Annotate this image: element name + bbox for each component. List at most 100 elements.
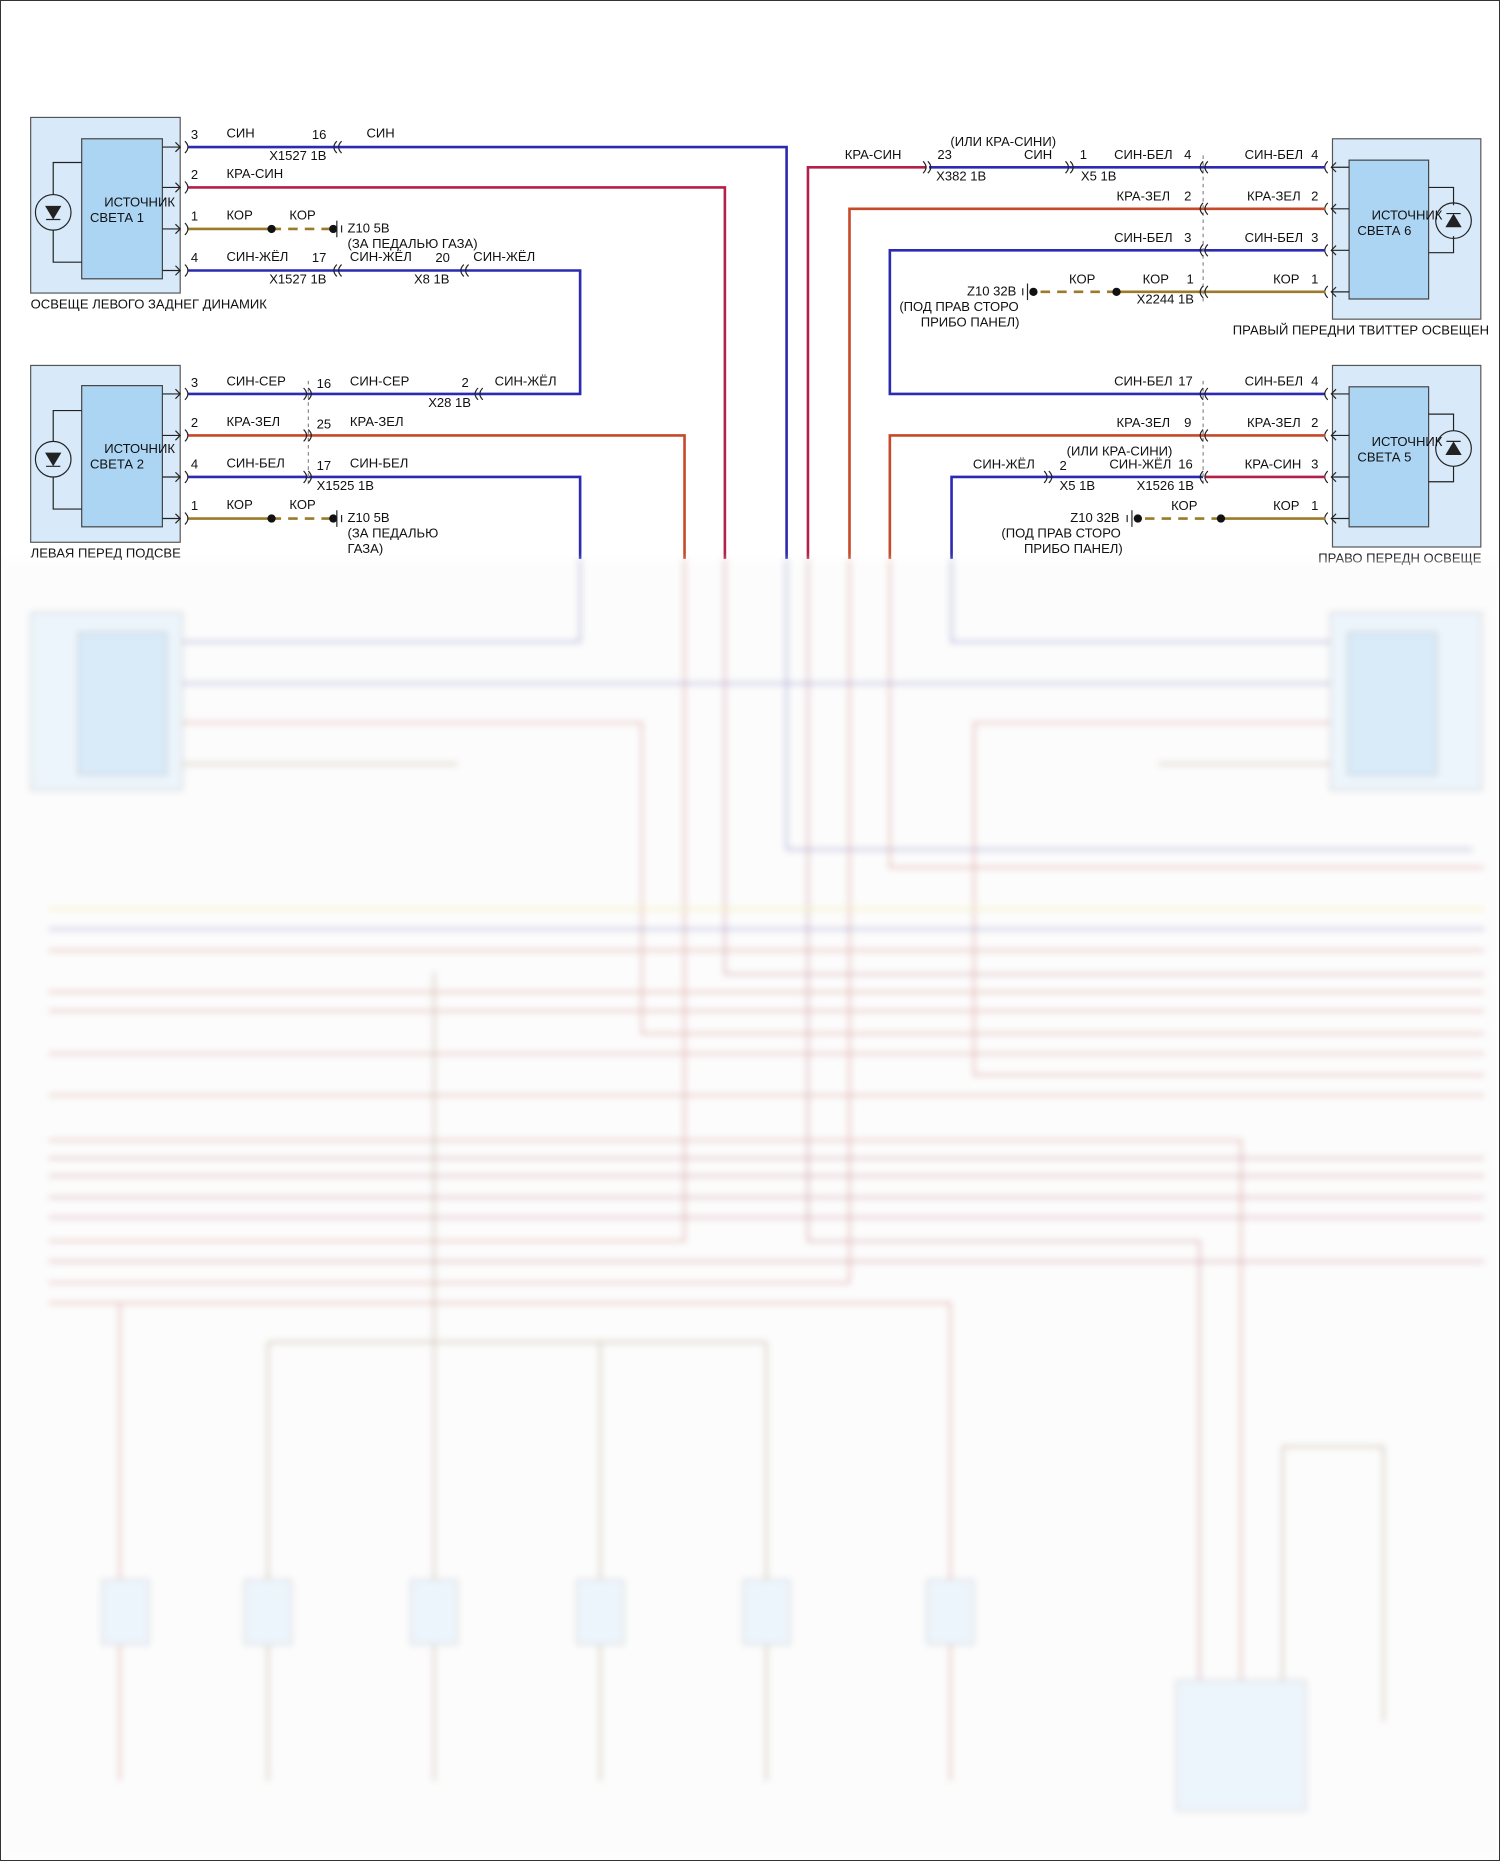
wire-label: СИН-СЕР bbox=[226, 374, 286, 389]
ground-icon bbox=[1022, 283, 1029, 301]
wire-label: СВЕТА 6 bbox=[1357, 223, 1411, 238]
wire-label: КОР bbox=[1069, 272, 1096, 287]
wire-label: 23 bbox=[937, 147, 952, 162]
wire-label: СИН-БЕЛ bbox=[1114, 374, 1172, 389]
wire-label: 1 bbox=[1080, 147, 1087, 162]
wire-label: СИН bbox=[1024, 147, 1052, 162]
wire-label: ИСТОЧНИК bbox=[1372, 434, 1443, 449]
component-name: СВЕТА 1 bbox=[90, 210, 144, 225]
wire-label: КРА-СИН bbox=[845, 147, 902, 162]
wire-label: (ИЛИ КРА-СИНИ) bbox=[1067, 444, 1173, 459]
wire-label: СИН-БЕЛ bbox=[1114, 230, 1172, 245]
led-icon bbox=[34, 440, 72, 478]
wire-label: КОР bbox=[289, 497, 316, 512]
wire-label: 2 bbox=[461, 375, 468, 390]
wire-label: 4 bbox=[191, 250, 198, 265]
wire-label: СИН-БЕЛ bbox=[226, 455, 284, 470]
wire-label: X1527 1B bbox=[269, 148, 327, 163]
wire-label: X1526 1B bbox=[1137, 478, 1195, 493]
wire-label: СИН bbox=[367, 126, 395, 141]
wire-kra-zel bbox=[848, 207, 1326, 559]
wire-label: X382 1B bbox=[936, 168, 986, 183]
wire-label: 3 bbox=[191, 375, 198, 390]
wire-label: КОР bbox=[1273, 272, 1300, 287]
wire-label: 4 bbox=[1311, 374, 1318, 389]
wire-label: Z10 5B bbox=[348, 221, 390, 236]
wire-label: 3 bbox=[1184, 230, 1191, 245]
wire-label: Z10 5B bbox=[348, 510, 390, 525]
module-block bbox=[81, 385, 163, 528]
wire-label: 3 bbox=[191, 127, 198, 142]
wire-label: КРА-СИН bbox=[226, 166, 283, 181]
wire-label: КРА-ЗЕЛ bbox=[226, 414, 280, 429]
wire-label: ПРИБО ПАНЕЛ) bbox=[921, 314, 1020, 329]
wire-label: 2 bbox=[1184, 188, 1191, 203]
wire-label: ПРИБО ПАНЕЛ) bbox=[1024, 541, 1123, 556]
wire-label: 1 bbox=[1311, 272, 1318, 287]
wire-sin bbox=[188, 145, 788, 559]
wire-label: 2 bbox=[191, 167, 198, 182]
wire-sin-bel-3 bbox=[888, 249, 1326, 396]
wire-label: КРА-СИН bbox=[1245, 457, 1302, 472]
wire-label: X5 1B bbox=[1081, 168, 1117, 183]
wire-label: 25 bbox=[317, 416, 332, 431]
wire-label: ИСТОЧНИК bbox=[1372, 207, 1443, 222]
wire-label: 4 bbox=[1311, 147, 1318, 162]
wire-label: ГАЗА) bbox=[348, 541, 384, 556]
wire-label: КРА-ЗЕЛ bbox=[1117, 415, 1171, 430]
wire-label: (ИЛИ КРА-СИНИ) bbox=[950, 134, 1056, 149]
wire-label: СВЕТА 2 bbox=[90, 457, 144, 472]
wire-label: (ПОД ПРАВ СТОРО bbox=[899, 299, 1018, 314]
wire-label: СИН-ЖЁЛ bbox=[473, 249, 535, 264]
wire-label: 16 bbox=[312, 127, 327, 142]
wire-label: 9 bbox=[1184, 415, 1191, 430]
wire-label: 20 bbox=[435, 250, 450, 265]
component-caption: ПРАВЫЙ ПЕРЕДНИ ТВИТТЕР ОСВЕЩЕН bbox=[1233, 323, 1489, 338]
light-source-1: ИСТОЧНИК СВЕТА 1 ОСВЕЩЕ ЛЕВОГО ЗАДНЕГ ДИ… bbox=[30, 116, 788, 559]
wire-label: 17 bbox=[312, 250, 327, 265]
wire-label: КОР bbox=[1273, 498, 1300, 513]
wire-label: КОР bbox=[226, 497, 253, 512]
wire-label: X5 1B bbox=[1060, 478, 1096, 493]
wire-kra-zel bbox=[888, 434, 1326, 559]
wire-label: 3 bbox=[1311, 457, 1318, 472]
wire-label: СИН-ЖЁЛ bbox=[350, 249, 412, 264]
wire-label: КРА-ЗЕЛ bbox=[1117, 188, 1171, 203]
wire-label: X28 1B bbox=[428, 395, 471, 410]
wire-label: (ПОД ПРАВ СТОРО bbox=[1001, 526, 1120, 541]
component-name: ИСТОЧНИК bbox=[104, 194, 175, 209]
wire-label: СИН-ЖЁЛ bbox=[226, 249, 288, 264]
wire-label: 1 bbox=[191, 209, 198, 224]
wire-label: 1 bbox=[1311, 498, 1318, 513]
wire-label: 2 bbox=[1060, 458, 1067, 473]
module-block bbox=[1348, 386, 1430, 528]
wire-label: ИСТОЧНИК bbox=[104, 441, 175, 456]
wire-kra-zel bbox=[188, 434, 686, 559]
wire-label: КРА-ЗЕЛ bbox=[1247, 188, 1301, 203]
wire-label: СИН-СЕР bbox=[350, 374, 410, 389]
led-icon bbox=[1435, 202, 1472, 240]
wire-sin-bel bbox=[188, 475, 582, 559]
wire-label: 2 bbox=[1311, 188, 1318, 203]
wire-label: (ЗА ПЕДАЛЬЮ ГАЗА) bbox=[348, 236, 478, 251]
component-caption: ОСВЕЩЕ ЛЕВОГО ЗАДНЕГ ДИНАМИК bbox=[31, 296, 268, 311]
wire-label: КОР bbox=[1171, 498, 1198, 513]
module-block bbox=[1348, 159, 1430, 300]
wire-kra-sin bbox=[806, 165, 927, 559]
wire-label: СИН-БЕЛ bbox=[350, 455, 408, 470]
component-caption: ЛЕВАЯ ПЕРЕД ПОДСВЕ bbox=[31, 546, 181, 561]
wire-label: Z10 32B bbox=[967, 283, 1017, 298]
wire-label: X2244 1B bbox=[1137, 292, 1195, 307]
wire-label: Z10 32B bbox=[1070, 510, 1120, 525]
wire-label: СВЕТА 5 bbox=[1357, 450, 1411, 465]
wire-label: СИН-БЕЛ bbox=[1245, 374, 1303, 389]
wire-label: (ЗА ПЕДАЛЬЮ bbox=[348, 526, 439, 541]
wire-kra-sin bbox=[188, 186, 727, 559]
wire-label: 17 bbox=[1178, 374, 1193, 389]
led-icon bbox=[34, 193, 72, 231]
wire-sin-zhel bbox=[188, 269, 582, 396]
wire-label: КОР bbox=[1143, 272, 1170, 287]
